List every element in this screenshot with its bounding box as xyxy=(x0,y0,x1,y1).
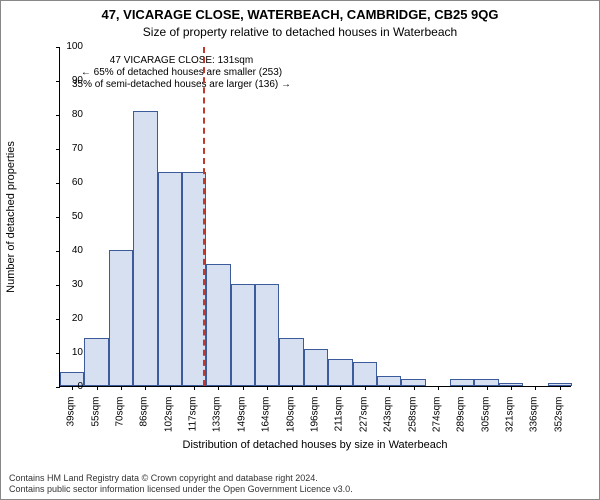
x-tick-mark xyxy=(145,386,146,390)
x-tick-label: 274sqm xyxy=(431,397,442,447)
histogram-bar xyxy=(158,172,182,386)
x-tick-label: 39sqm xyxy=(66,397,77,447)
histogram-bar xyxy=(548,383,572,386)
x-tick-label: 227sqm xyxy=(358,397,369,447)
annotation-line2: ← 65% of detached houses are smaller (25… xyxy=(72,67,291,79)
x-tick-label: 164sqm xyxy=(261,397,272,447)
x-tick-mark xyxy=(170,386,171,390)
x-tick-mark xyxy=(560,386,561,390)
histogram-bar xyxy=(450,379,474,386)
x-tick-label: 196sqm xyxy=(310,397,321,447)
plot-area: 47 VICARAGE CLOSE: 131sqm ← 65% of detac… xyxy=(59,47,571,387)
annotation-line3: 35% of semi-detached houses are larger (… xyxy=(72,79,291,91)
x-tick-mark xyxy=(316,386,317,390)
y-axis-label: Number of detached properties xyxy=(5,47,21,387)
x-tick-mark xyxy=(97,386,98,390)
histogram-bar xyxy=(328,359,352,386)
histogram-bar xyxy=(84,338,108,386)
histogram-bar xyxy=(109,250,133,386)
y-tick-label: 40 xyxy=(43,245,83,256)
histogram-bar xyxy=(377,376,401,386)
chart-container: 47, VICARAGE CLOSE, WATERBEACH, CAMBRIDG… xyxy=(0,0,600,500)
histogram-bar xyxy=(279,338,303,386)
y-tick-label: 20 xyxy=(43,313,83,324)
x-tick-label: 86sqm xyxy=(139,397,150,447)
x-tick-label: 211sqm xyxy=(334,397,345,447)
x-tick-mark xyxy=(535,386,536,390)
x-tick-label: 321sqm xyxy=(505,397,516,447)
annotation-box: 47 VICARAGE CLOSE: 131sqm ← 65% of detac… xyxy=(68,53,295,93)
x-tick-label: 117sqm xyxy=(188,397,199,447)
chart-title-sub: Size of property relative to detached ho… xyxy=(1,25,599,39)
x-tick-label: 258sqm xyxy=(407,397,418,447)
histogram-bar xyxy=(401,379,425,386)
x-tick-mark xyxy=(511,386,512,390)
x-tick-label: 102sqm xyxy=(163,397,174,447)
y-tick-label: 30 xyxy=(43,279,83,290)
y-tick-label: 90 xyxy=(43,75,83,86)
x-tick-label: 133sqm xyxy=(212,397,223,447)
histogram-bar xyxy=(133,111,157,386)
x-tick-mark xyxy=(365,386,366,390)
x-tick-mark xyxy=(462,386,463,390)
annotation-line1: 47 VICARAGE CLOSE: 131sqm xyxy=(72,55,291,67)
histogram-bar xyxy=(304,349,328,386)
x-tick-mark xyxy=(243,386,244,390)
x-tick-label: 305sqm xyxy=(480,397,491,447)
y-tick-label: 80 xyxy=(43,109,83,120)
x-tick-label: 149sqm xyxy=(236,397,247,447)
y-tick-label: 70 xyxy=(43,143,83,154)
histogram-bar xyxy=(474,379,498,386)
y-tick-label: 0 xyxy=(43,381,83,392)
x-tick-label: 55sqm xyxy=(90,397,101,447)
x-tick-mark xyxy=(340,386,341,390)
chart-title-main: 47, VICARAGE CLOSE, WATERBEACH, CAMBRIDG… xyxy=(1,7,599,22)
x-tick-label: 336sqm xyxy=(529,397,540,447)
y-tick-label: 100 xyxy=(43,41,83,52)
histogram-bar xyxy=(206,264,230,386)
x-tick-mark xyxy=(487,386,488,390)
x-tick-label: 180sqm xyxy=(285,397,296,447)
histogram-bar xyxy=(499,383,523,386)
x-tick-mark xyxy=(194,386,195,390)
x-tick-mark xyxy=(414,386,415,390)
y-tick-label: 50 xyxy=(43,211,83,222)
y-tick-label: 10 xyxy=(43,347,83,358)
footer-attribution: Contains HM Land Registry data © Crown c… xyxy=(9,473,353,495)
x-tick-label: 289sqm xyxy=(456,397,467,447)
histogram-bar xyxy=(353,362,377,386)
x-tick-mark xyxy=(292,386,293,390)
x-tick-mark xyxy=(121,386,122,390)
x-tick-mark xyxy=(218,386,219,390)
y-tick-label: 60 xyxy=(43,177,83,188)
reference-line xyxy=(203,47,205,386)
histogram-bar xyxy=(231,284,255,386)
histogram-bar xyxy=(255,284,279,386)
footer-line2: Contains public sector information licen… xyxy=(9,484,353,495)
x-tick-label: 70sqm xyxy=(114,397,125,447)
x-tick-mark xyxy=(267,386,268,390)
x-tick-label: 352sqm xyxy=(553,397,564,447)
footer-line1: Contains HM Land Registry data © Crown c… xyxy=(9,473,353,484)
x-tick-mark xyxy=(389,386,390,390)
x-tick-label: 243sqm xyxy=(383,397,394,447)
x-tick-mark xyxy=(438,386,439,390)
